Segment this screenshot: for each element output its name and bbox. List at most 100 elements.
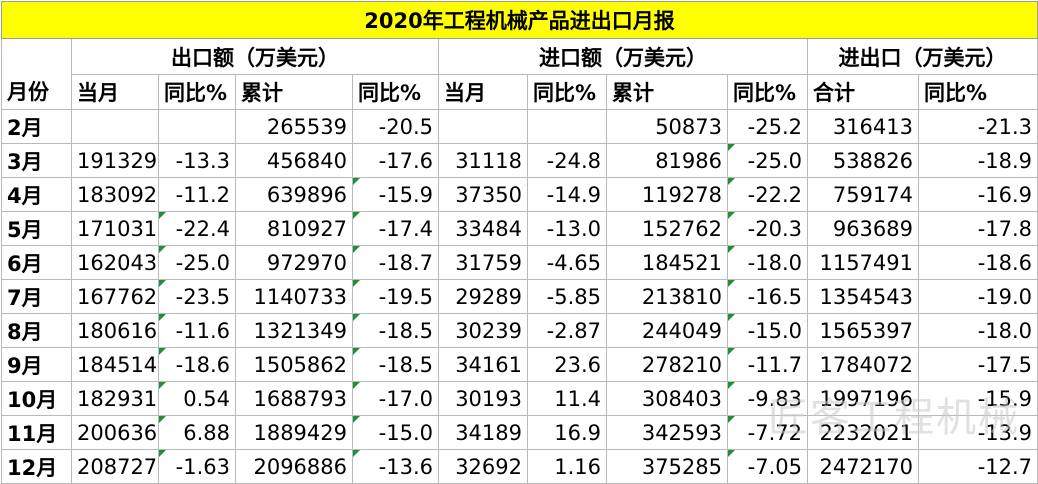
data-cell: 1784072	[807, 347, 919, 382]
data-cell: 342593	[606, 415, 728, 450]
data-cell: -15.0	[352, 415, 439, 450]
data-cell: 456840	[235, 143, 353, 178]
data-cell: -17.6	[352, 143, 439, 178]
table-row: 6月 162043 -25.0 972970 -18.7 31759 -4.65 184521…	[1, 245, 1038, 280]
month-header: 月份	[1, 38, 72, 110]
month-cell: 3月	[1, 143, 72, 178]
data-cell: -13.3	[158, 143, 236, 178]
data-cell: -25.0	[158, 245, 236, 280]
data-cell: 119278	[606, 177, 728, 212]
data-cell: -18.0	[727, 245, 808, 280]
data-cell: -22.2	[727, 177, 808, 212]
data-cell: 1354543	[807, 279, 919, 314]
data-cell: 639896	[235, 177, 353, 212]
data-cell: -18.7	[352, 245, 439, 280]
data-cell: -18.5	[352, 347, 439, 382]
data-cell: 180616	[71, 313, 159, 348]
data-cell: -2.87	[527, 313, 607, 348]
data-cell: -18.5	[352, 313, 439, 348]
data-cell: 2096886	[235, 449, 353, 484]
column-header: 同比%	[158, 74, 236, 110]
data-cell: -17.5	[917, 347, 1038, 382]
data-cell: -22.4	[158, 211, 236, 246]
data-cell: 1997196	[807, 381, 919, 416]
data-cell: 50873	[606, 109, 728, 144]
table-row: 10月 182931 0.54 1688793 -17.0 30193 11.4 308403…	[1, 381, 1038, 416]
data-cell: 2472170	[807, 449, 919, 484]
data-cell: -18.6	[158, 347, 236, 382]
data-cell: 167762	[71, 279, 159, 314]
data-cell: 1321349	[235, 313, 353, 348]
month-cell: 4月	[1, 177, 72, 212]
data-cell: 1505862	[235, 347, 353, 382]
data-cell: 308403	[606, 381, 728, 416]
data-cell: -25.2	[727, 109, 808, 144]
table-row: 5月 171031 -22.4 810927 -17.4 33484 -13.0 152762…	[1, 211, 1038, 246]
data-cell: 32692	[438, 449, 528, 484]
data-cell: 184521	[606, 245, 728, 280]
data-cell: -15.9	[352, 177, 439, 212]
table-row: 8月 180616 -11.6 1321349 -18.5 30239 -2.87 24404…	[1, 313, 1038, 348]
data-cell: 265539	[235, 109, 353, 144]
data-cell: 538826	[807, 143, 919, 178]
data-cell: 810927	[235, 211, 353, 246]
data-cell: 191329	[71, 143, 159, 178]
data-cell: -4.65	[527, 245, 607, 280]
data-cell: 972970	[235, 245, 353, 280]
data-cell: 375285	[606, 449, 728, 484]
data-cell: 30193	[438, 381, 528, 416]
data-cell: 30239	[438, 313, 528, 348]
month-cell: 7月	[1, 279, 72, 314]
data-cell	[438, 109, 528, 144]
data-cell: -12.7	[917, 449, 1038, 484]
table-row: 4月 183092 -11.2 639896 -15.9 37350 -14.9 119278…	[1, 177, 1038, 212]
month-cell: 12月	[1, 449, 72, 484]
data-cell: 1565397	[807, 313, 919, 348]
table-row: 9月 184514 -18.6 1505862 -18.5 34161 23.6 278210…	[1, 347, 1038, 382]
data-cell: -23.5	[158, 279, 236, 314]
column-header: 合计	[807, 74, 919, 110]
data-cell: -18.0	[917, 313, 1038, 348]
table-row: 11月 200636 6.88 1889429 -15.0 34189 16.9 342593…	[1, 415, 1038, 450]
month-cell: 5月	[1, 211, 72, 246]
data-cell: 29289	[438, 279, 528, 314]
data-cell: 1889429	[235, 415, 353, 450]
data-cell: -19.5	[352, 279, 439, 314]
data-cell: -17.8	[917, 211, 1038, 246]
data-cell: 171031	[71, 211, 159, 246]
data-cell: -5.85	[527, 279, 607, 314]
column-header: 当月	[71, 74, 159, 110]
data-cell: -18.9	[917, 143, 1038, 178]
column-header: 同比%	[352, 74, 439, 110]
month-cell: 11月	[1, 415, 72, 450]
table-row: 7月 167762 -23.5 1140733 -19.5 29289 -5.85 21381…	[1, 279, 1038, 314]
month-cell: 10月	[1, 381, 72, 416]
data-cell: -21.3	[917, 109, 1038, 144]
data-cell: -16.9	[917, 177, 1038, 212]
data-cell: 963689	[807, 211, 919, 246]
data-cell: 34161	[438, 347, 528, 382]
data-cell: 1140733	[235, 279, 353, 314]
data-cell: -1.63	[158, 449, 236, 484]
data-cell: -16.5	[727, 279, 808, 314]
data-cell: 244049	[606, 313, 728, 348]
column-header: 累计	[235, 74, 353, 110]
data-cell: 1.16	[527, 449, 607, 484]
data-cell: -7.05	[727, 449, 808, 484]
data-cell: 34189	[438, 415, 528, 450]
data-cell: -17.4	[352, 211, 439, 246]
import-group-header: 进口额（万美元）	[438, 38, 808, 75]
data-cell: 81986	[606, 143, 728, 178]
data-cell: 11.4	[527, 381, 607, 416]
data-cell: 208727	[71, 449, 159, 484]
data-cell: 152762	[606, 211, 728, 246]
data-cell: -11.2	[158, 177, 236, 212]
data-cell: 183092	[71, 177, 159, 212]
report-title: 2020年工程机械产品进出口月报	[0, 1, 1038, 39]
data-cell: -13.9	[917, 415, 1038, 450]
table-row: 3月 191329 -13.3 456840 -17.6 31118 -24.8 81986-…	[1, 143, 1038, 178]
data-cell: 1688793	[235, 381, 353, 416]
data-cell: -20.3	[727, 211, 808, 246]
data-cell: -13.0	[527, 211, 607, 246]
data-cell: -14.9	[527, 177, 607, 212]
